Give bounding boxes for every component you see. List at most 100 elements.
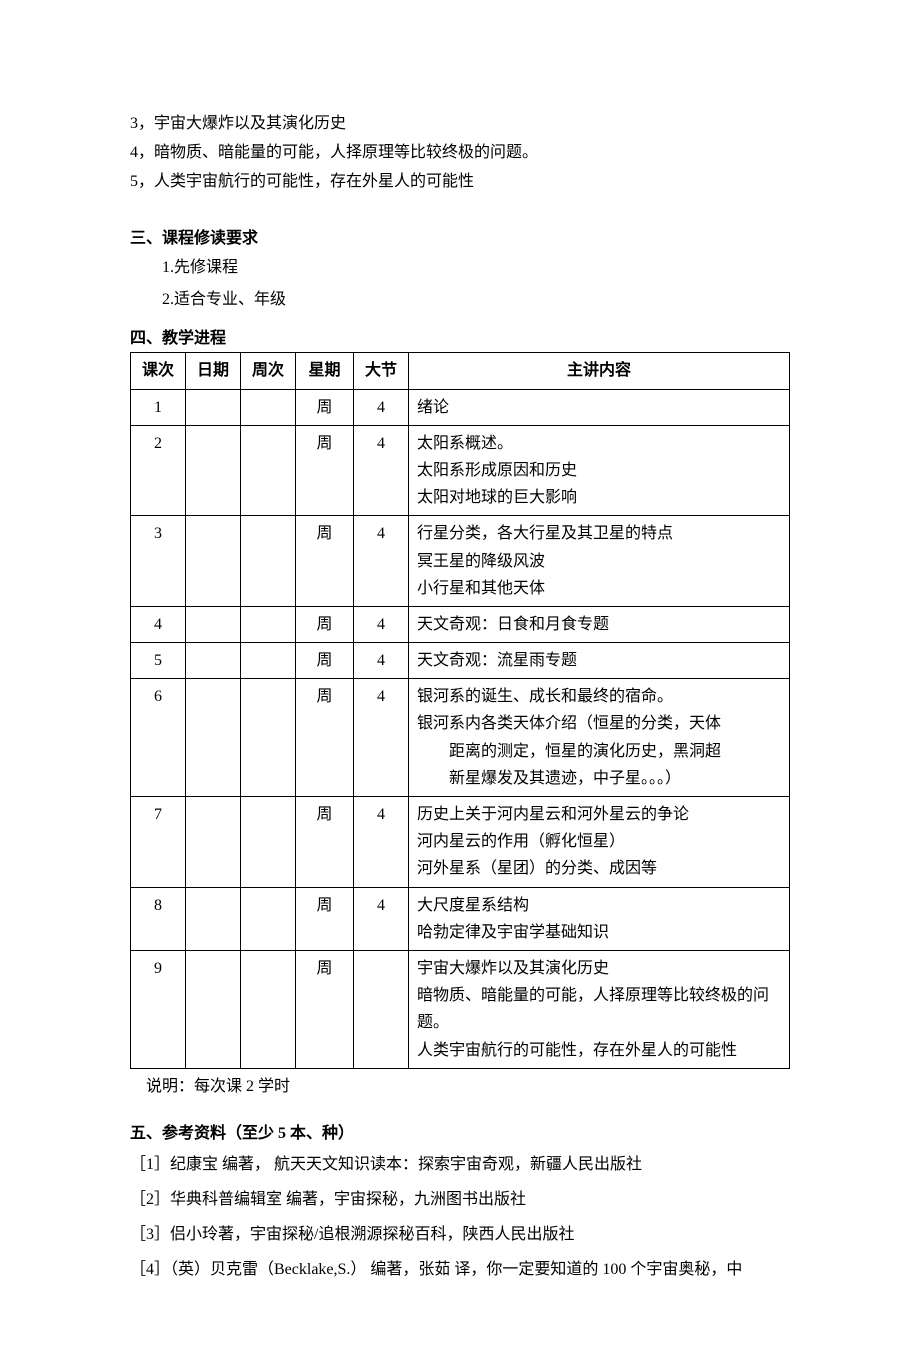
cell-weeknum xyxy=(241,425,296,516)
cell-weeknum xyxy=(241,389,296,425)
table-row: 7周4历史上关于河内星云和河外星云的争论河内星云的作用（孵化恒星）河外星系（星团… xyxy=(131,797,790,888)
reference-1: ［1］纪康宝 编著， 航天天文知识读本：探索宇宙奇观，新疆人民出版社 xyxy=(130,1147,790,1182)
cell-lesson: 6 xyxy=(131,679,186,797)
cell-weekday: 周 xyxy=(296,606,354,642)
content-line: 绪论 xyxy=(417,394,781,421)
table-header-row: 课次 日期 周次 星期 大节 主讲内容 xyxy=(131,353,790,389)
cell-section: 4 xyxy=(354,887,409,950)
content-line: 太阳对地球的巨大影响 xyxy=(417,484,781,511)
cell-section: 4 xyxy=(354,606,409,642)
col-header-weeknum: 周次 xyxy=(241,353,296,389)
col-header-section: 大节 xyxy=(354,353,409,389)
cell-weeknum xyxy=(241,643,296,679)
cell-weekday: 周 xyxy=(296,950,354,1068)
cell-lesson: 9 xyxy=(131,950,186,1068)
content-line: 河外星系（星团）的分类、成因等 xyxy=(417,855,781,882)
cell-date xyxy=(186,389,241,425)
document-page: 3，宇宙大爆炸以及其演化历史 4，暗物质、暗能量的可能，人择原理等比较终极的问题… xyxy=(0,0,920,1347)
cell-date xyxy=(186,516,241,607)
cell-date xyxy=(186,950,241,1068)
content-line: 暗物质、暗能量的可能，人择原理等比较终极的问题。 xyxy=(417,982,781,1036)
schedule-table: 课次 日期 周次 星期 大节 主讲内容 1周4绪论2周4太阳系概述。太阳系形成原… xyxy=(130,352,790,1068)
table-row: 6周4银河系的诞生、成长和最终的宿命。银河系内各类天体介绍（恒星的分类，天体距离… xyxy=(131,679,790,797)
cell-section xyxy=(354,950,409,1068)
cell-lesson: 4 xyxy=(131,606,186,642)
section-3-line-2: 2.适合专业、年级 xyxy=(130,284,790,316)
cell-date xyxy=(186,797,241,888)
cell-weekday: 周 xyxy=(296,643,354,679)
content-line: 距离的测定，恒星的演化历史，黑洞超 xyxy=(417,738,781,765)
intro-item-5: 5，人类宇宙航行的可能性，存在外星人的可能性 xyxy=(130,168,790,197)
col-header-date: 日期 xyxy=(186,353,241,389)
cell-date xyxy=(186,425,241,516)
cell-content: 历史上关于河内星云和河外星云的争论河内星云的作用（孵化恒星）河外星系（星团）的分… xyxy=(409,797,790,888)
cell-date xyxy=(186,606,241,642)
section-5-title: 五、参考资料（至少 5 本、种） xyxy=(130,1119,790,1143)
reference-4: ［4］（英）贝克雷（Becklake,S.） 编著，张茹 译，你一定要知道的 1… xyxy=(130,1252,790,1287)
content-line: 冥王星的降级风波 xyxy=(417,548,781,575)
cell-weeknum xyxy=(241,606,296,642)
cell-lesson: 5 xyxy=(131,643,186,679)
cell-content: 太阳系概述。太阳系形成原因和历史太阳对地球的巨大影响 xyxy=(409,425,790,516)
cell-section: 4 xyxy=(354,425,409,516)
section-3-title: 三、课程修读要求 xyxy=(130,224,790,248)
cell-date xyxy=(186,887,241,950)
table-row: 9周宇宙大爆炸以及其演化历史暗物质、暗能量的可能，人择原理等比较终极的问题。人类… xyxy=(131,950,790,1068)
table-row: 3周4行星分类，各大行星及其卫星的特点冥王星的降级风波小行星和其他天体 xyxy=(131,516,790,607)
cell-content: 天文奇观：日食和月食专题 xyxy=(409,606,790,642)
cell-weeknum xyxy=(241,516,296,607)
cell-weekday: 周 xyxy=(296,389,354,425)
table-row: 5 周4 天文奇观：流星雨专题 xyxy=(131,643,790,679)
cell-content: 大尺度星系结构哈勃定律及宇宙学基础知识 xyxy=(409,887,790,950)
cell-weeknum xyxy=(241,797,296,888)
col-header-content: 主讲内容 xyxy=(409,353,790,389)
cell-section: 4 xyxy=(354,797,409,888)
cell-content: 宇宙大爆炸以及其演化历史暗物质、暗能量的可能，人择原理等比较终极的问题。人类宇宙… xyxy=(409,950,790,1068)
content-line: 银河系内各类天体介绍（恒星的分类，天体 xyxy=(417,710,781,737)
schedule-note: 说明：每次课 2 学时 xyxy=(130,1071,790,1103)
content-line: 人类宇宙航行的可能性，存在外星人的可能性 xyxy=(417,1037,781,1064)
content-line: 小行星和其他天体 xyxy=(417,575,781,602)
cell-lesson: 1 xyxy=(131,389,186,425)
cell-content: 银河系的诞生、成长和最终的宿命。银河系内各类天体介绍（恒星的分类，天体距离的测定… xyxy=(409,679,790,797)
section-4-title: 四、教学进程 xyxy=(130,324,790,348)
table-row: 1 周4 绪论 xyxy=(131,389,790,425)
cell-weeknum xyxy=(241,950,296,1068)
cell-lesson: 8 xyxy=(131,887,186,950)
col-header-lesson: 课次 xyxy=(131,353,186,389)
content-line: 银河系的诞生、成长和最终的宿命。 xyxy=(417,683,781,710)
section-3-line-1: 1.先修课程 xyxy=(130,252,790,284)
content-line: 天文奇观：流星雨专题 xyxy=(417,647,781,674)
reference-3: ［3］侣小玲著，宇宙探秘/追根溯源探秘百科，陕西人民出版社 xyxy=(130,1217,790,1252)
content-line: 历史上关于河内星云和河外星云的争论 xyxy=(417,801,781,828)
intro-item-3: 3，宇宙大爆炸以及其演化历史 xyxy=(130,110,790,139)
cell-content: 行星分类，各大行星及其卫星的特点冥王星的降级风波小行星和其他天体 xyxy=(409,516,790,607)
cell-section: 4 xyxy=(354,643,409,679)
content-line: 哈勃定律及宇宙学基础知识 xyxy=(417,919,781,946)
cell-section: 4 xyxy=(354,516,409,607)
content-line: 太阳系形成原因和历史 xyxy=(417,457,781,484)
content-line: 河内星云的作用（孵化恒星） xyxy=(417,828,781,855)
cell-lesson: 3 xyxy=(131,516,186,607)
cell-weeknum xyxy=(241,887,296,950)
cell-weekday: 周 xyxy=(296,679,354,797)
cell-section: 4 xyxy=(354,679,409,797)
cell-section: 4 xyxy=(354,389,409,425)
schedule-table-body: 1周4绪论2周4太阳系概述。太阳系形成原因和历史太阳对地球的巨大影响3周4行星分… xyxy=(131,389,790,1068)
cell-date xyxy=(186,679,241,797)
cell-weekday: 周 xyxy=(296,887,354,950)
reference-2: ［2］华典科普编辑室 编著，宇宙探秘，九洲图书出版社 xyxy=(130,1182,790,1217)
table-row: 2周4太阳系概述。太阳系形成原因和历史太阳对地球的巨大影响 xyxy=(131,425,790,516)
intro-item-4: 4，暗物质、暗能量的可能，人择原理等比较终极的问题。 xyxy=(130,139,790,168)
cell-weeknum xyxy=(241,679,296,797)
cell-date xyxy=(186,643,241,679)
cell-weekday: 周 xyxy=(296,516,354,607)
content-line: 天文奇观：日食和月食专题 xyxy=(417,611,781,638)
content-line: 宇宙大爆炸以及其演化历史 xyxy=(417,955,781,982)
content-line: 行星分类，各大行星及其卫星的特点 xyxy=(417,520,781,547)
content-line: 大尺度星系结构 xyxy=(417,892,781,919)
content-line: 新星爆发及其遗迹，中子星。。。） xyxy=(417,765,781,792)
table-row: 4周4天文奇观：日食和月食专题 xyxy=(131,606,790,642)
cell-content: 天文奇观：流星雨专题 xyxy=(409,643,790,679)
col-header-weekday: 星期 xyxy=(296,353,354,389)
